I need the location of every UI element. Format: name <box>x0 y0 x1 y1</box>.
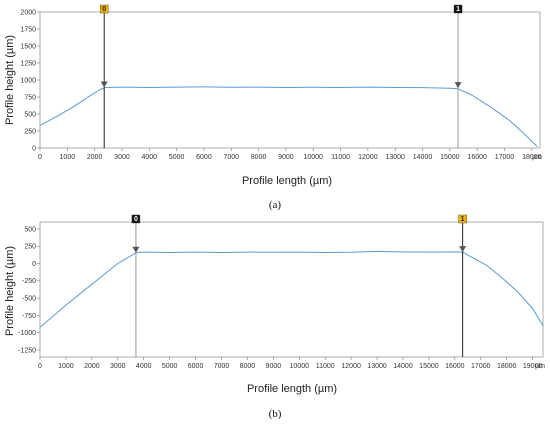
x-tick-label: 9000 <box>278 154 294 161</box>
y-tick-label: -1250 <box>18 347 36 354</box>
y-tick-label: 500 <box>24 111 36 118</box>
marker-arrow <box>459 246 467 253</box>
marker-label: 0 <box>134 216 138 223</box>
panel-label: (a) <box>269 199 282 211</box>
y-tick-label: 0 <box>32 261 36 268</box>
marker-arrow <box>132 246 140 253</box>
x-tick-label: 9000 <box>266 363 282 370</box>
x-tick-label: 8000 <box>240 363 256 370</box>
x-tick-label: 8000 <box>251 154 267 161</box>
y-tick-label: 1000 <box>20 77 36 84</box>
x-tick-label: 17000 <box>471 363 491 370</box>
x-unit-label: µm <box>535 363 545 370</box>
x-tick-label: 4000 <box>136 363 152 370</box>
y-axis-label: Profile height (µm) <box>4 246 16 336</box>
x-axis-ticks: 0 1000 2000 3000 4000 5000 6000 7000 8000 9000 100… <box>38 357 545 370</box>
profile-line <box>39 250 544 328</box>
x-axis-label: Profile length (µm) <box>247 383 337 395</box>
x-tick-label: 5000 <box>162 363 178 370</box>
y-tick-label: 1500 <box>20 43 36 50</box>
y-tick-label: 2000 <box>20 9 36 16</box>
x-tick-label: 15000 <box>440 154 460 161</box>
y-tick-label: -750 <box>22 313 36 320</box>
marker-label: 0 <box>102 6 106 13</box>
series-layer <box>39 250 544 328</box>
x-tick-label: 0 <box>38 154 42 161</box>
marker-arrow <box>454 82 462 89</box>
y-tick-label: 500 <box>24 226 36 233</box>
x-tick-label: 1000 <box>58 363 74 370</box>
x-tick-label: 2000 <box>87 154 103 161</box>
x-tick-label: 4000 <box>142 154 158 161</box>
y-tick-label: 250 <box>24 128 36 135</box>
marker-arrow <box>100 81 108 88</box>
x-tick-label: 7000 <box>214 363 230 370</box>
y-axis-ticks: 500 250 0 -250 -500 -750 -1000 -1250 <box>18 226 40 354</box>
x-axis-ticks: 0 1000 2000 3000 4000 5000 6000 7000 8000 9000 100… <box>38 148 542 161</box>
x-tick-label: 6000 <box>188 363 204 370</box>
x-tick-label: 5000 <box>169 154 185 161</box>
x-tick-label: 7000 <box>223 154 239 161</box>
series-layer <box>39 86 538 147</box>
x-unit-label: µm <box>532 154 542 161</box>
x-tick-label: 15000 <box>419 363 439 370</box>
y-tick-label: -1000 <box>18 330 36 337</box>
x-tick-label: 12000 <box>358 154 378 161</box>
x-tick-label: 0 <box>38 363 42 370</box>
y-tick-label: 750 <box>24 94 36 101</box>
x-tick-label: 11000 <box>316 363 335 370</box>
x-tick-label: 1000 <box>60 154 76 161</box>
x-tick-label: 14000 <box>413 154 433 161</box>
x-tick-label: 6000 <box>196 154 212 161</box>
y-tick-label: 0 <box>32 145 36 152</box>
marker-label: 1 <box>461 216 465 223</box>
x-tick-label: 10000 <box>290 363 310 370</box>
x-tick-label: 10000 <box>303 154 323 161</box>
marker-tag[interactable] <box>458 214 467 224</box>
x-tick-label: 2000 <box>84 363 100 370</box>
marker-tag[interactable] <box>131 214 141 224</box>
marker-tag[interactable] <box>453 4 463 14</box>
x-tick-label: 13000 <box>367 363 387 370</box>
x-tick-label: 18000 <box>522 154 542 161</box>
x-axis-label: Profile length (µm) <box>242 175 332 187</box>
x-tick-label: 16000 <box>445 363 465 370</box>
x-tick-label: 11000 <box>331 154 350 161</box>
x-tick-label: 18000 <box>497 363 517 370</box>
x-tick-label: 3000 <box>110 363 126 370</box>
x-tick-label: 19000 <box>523 363 543 370</box>
y-tick-label: 1750 <box>20 26 36 33</box>
y-tick-label: -250 <box>22 278 36 285</box>
marker-label: 1 <box>456 6 460 13</box>
marker-tag[interactable] <box>100 4 109 14</box>
x-tick-label: 16000 <box>467 154 487 161</box>
plot-frame <box>39 221 544 358</box>
y-tick-label: 1250 <box>20 60 36 67</box>
y-tick-label: 250 <box>24 244 36 251</box>
chart-panel-a: 0 250 500 750 1000 1250 1500 1750 2000 0 1000 2000… <box>4 4 542 211</box>
y-tick-label: -500 <box>22 296 36 303</box>
plot-frame <box>39 11 541 149</box>
x-tick-label: 13000 <box>385 154 405 161</box>
x-tick-label: 3000 <box>114 154 130 161</box>
profile-line <box>39 86 538 147</box>
chart-panel-b: 500 250 0 -250 -500 -750 -1000 -1250 0 1000 2000 3… <box>4 214 545 420</box>
x-tick-label: 17000 <box>495 154 515 161</box>
panel-label: (b) <box>269 408 282 420</box>
x-tick-label: 12000 <box>341 363 361 370</box>
y-axis-ticks: 0 250 500 750 1000 1250 1500 1750 2000 <box>20 9 40 152</box>
x-tick-label: 14000 <box>393 363 413 370</box>
y-axis-label: Profile height (µm) <box>4 35 16 125</box>
